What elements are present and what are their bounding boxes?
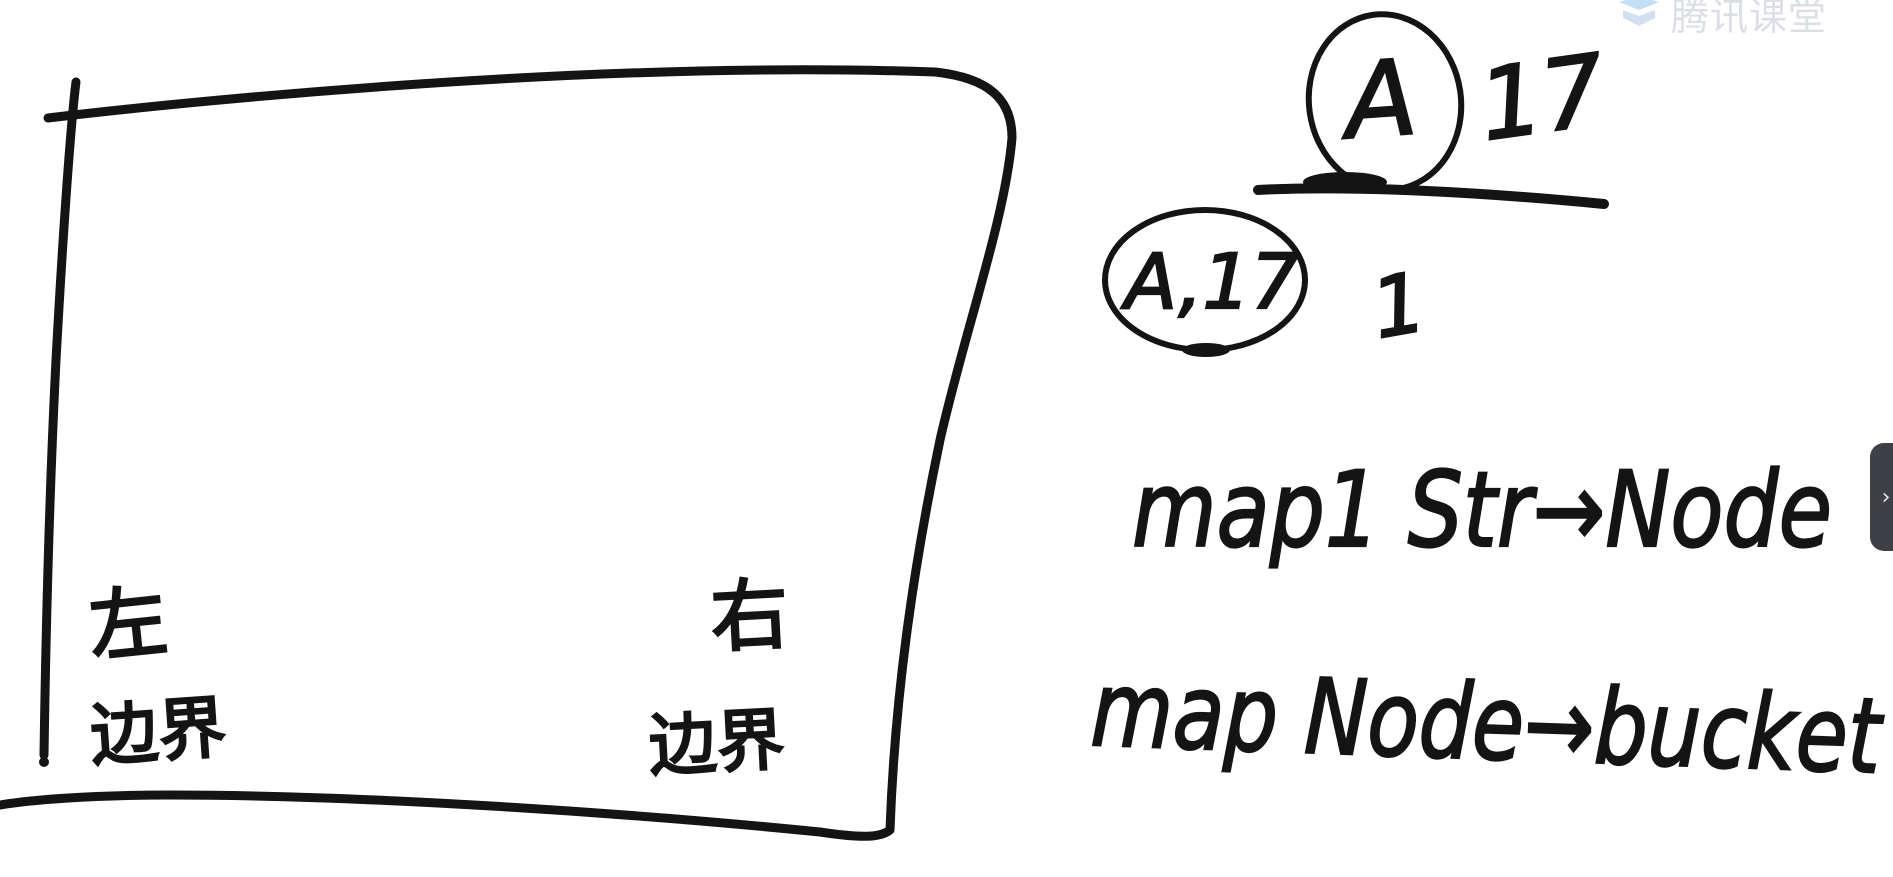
node-a-parent-value: 1 <box>1365 255 1433 358</box>
left-label-top: 左 <box>85 576 172 674</box>
tencent-classroom-logo-icon <box>1619 0 1659 26</box>
map2-line: map Node→bucket <box>1089 648 1885 798</box>
node-a-label: A <box>1335 36 1420 163</box>
right-label-top: 右 <box>708 570 791 664</box>
watermark: 腾讯课堂 <box>1615 0 1827 41</box>
tree-separator-line <box>1253 172 1609 209</box>
left-label-bottom: 边界 <box>88 689 229 777</box>
watermark-text: 腾讯课堂 <box>1671 0 1828 39</box>
node-a-value: 17 <box>1472 34 1611 164</box>
node-a-parent-circle <box>1102 207 1308 357</box>
right-label-bottom: 边界 <box>647 701 787 787</box>
node-a-parent-label: A,17 <box>1120 237 1299 326</box>
boundary-rectangle <box>0 65 1017 841</box>
map1-line: map1 Str→Node <box>1132 449 1832 571</box>
side-panel-toggle-button[interactable]: › <box>1870 443 1893 551</box>
chevron-right-icon: › <box>1881 484 1891 510</box>
